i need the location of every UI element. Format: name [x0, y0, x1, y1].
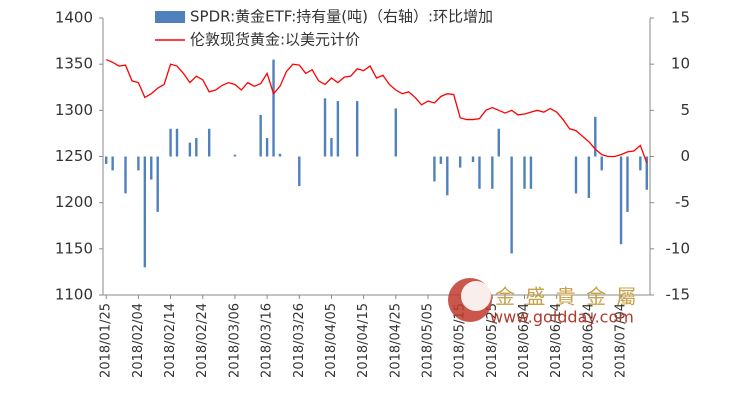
- y-tick-label: 1400: [55, 9, 93, 27]
- bar: [394, 108, 398, 157]
- bar: [336, 101, 340, 157]
- bar: [355, 101, 359, 157]
- y-tick-label: 1250: [55, 147, 93, 165]
- bar: [330, 138, 333, 157]
- x-tick-label: 2018/03/06: [227, 303, 242, 378]
- y2-tick-label: 0: [680, 147, 690, 165]
- bar: [645, 156, 648, 190]
- bar: [150, 156, 153, 180]
- watermark-url: www.goldday.com: [490, 308, 634, 327]
- bar: [105, 156, 108, 164]
- bar: [529, 156, 533, 189]
- y2-tick-label: -10: [666, 239, 691, 257]
- bar: [169, 128, 172, 157]
- y-tick-label: 1200: [55, 193, 93, 211]
- x-tick-label: 2018/03/16: [260, 303, 275, 378]
- bar: [323, 98, 327, 157]
- bar: [111, 156, 114, 171]
- x-tick-label: 2018/05/25: [485, 303, 500, 378]
- bar: [265, 138, 269, 157]
- bar: [433, 156, 436, 182]
- x-tick-label: 2018/06/14: [549, 303, 564, 378]
- watermark-brand: 金 盛 貴 金 屬: [495, 285, 638, 309]
- bar: [626, 156, 629, 212]
- bar: [510, 156, 513, 254]
- bar: [523, 156, 526, 189]
- y2-tick-label: -15: [666, 286, 691, 304]
- bar: [259, 114, 262, 157]
- bar: [233, 154, 237, 157]
- x-tick-label: 2018/02/24: [195, 303, 210, 378]
- bar: [600, 156, 603, 171]
- x-tick-label: 2018/02/14: [163, 303, 178, 378]
- bar: [272, 59, 275, 157]
- bar: [594, 116, 597, 157]
- bar: [124, 156, 127, 194]
- x-tick-label: 2018/05/05: [420, 303, 435, 378]
- x-tick-label: 2018/03/26: [292, 303, 307, 378]
- x-tick-label: 2018/01/25: [99, 303, 114, 378]
- y-tick-label: 1100: [55, 286, 93, 304]
- line: [105, 58, 648, 164]
- y-tick-label: 1150: [55, 239, 93, 257]
- bar: [156, 156, 159, 212]
- y2-tick-label: -5: [675, 193, 690, 211]
- y-tick-label: 1350: [55, 55, 93, 73]
- bar: [439, 156, 443, 164]
- y2-tick-label: 15: [671, 9, 690, 27]
- legend-label: SPDR:黄金ETF:持有量(吨)（右轴）:环比增加: [190, 8, 493, 26]
- bar: [478, 156, 481, 189]
- bar: [458, 156, 462, 168]
- bar: [491, 156, 494, 189]
- x-tick-label: 2018/06/04: [517, 303, 532, 378]
- bar: [574, 156, 578, 194]
- bar: [639, 156, 642, 171]
- bar: [195, 138, 198, 157]
- y-tick-label: 1300: [55, 101, 93, 119]
- bar: [497, 128, 500, 157]
- bar: [137, 156, 140, 171]
- x-tick-label: 2018/04/15: [356, 303, 371, 378]
- bar: [143, 156, 147, 268]
- bar: [446, 156, 449, 196]
- bar: [278, 153, 282, 157]
- y2-tick-label: 5: [680, 101, 690, 119]
- bar: [619, 156, 623, 245]
- x-tick-label: 2018/02/04: [131, 303, 146, 378]
- legend-label: 伦敦现货黄金:以美元计价: [190, 31, 360, 49]
- legend-swatch: [155, 11, 185, 23]
- x-tick-label: 2018/06/24: [581, 303, 596, 378]
- bar: [587, 156, 591, 199]
- x-tick-label: 2018/05/15: [453, 303, 468, 378]
- bar: [188, 142, 192, 157]
- x-tick-label: 2018/04/05: [324, 303, 339, 378]
- y2-tick-label: 10: [671, 55, 690, 73]
- x-tick-label: 2018/07/04: [614, 303, 629, 378]
- bar: [298, 156, 301, 187]
- bar: [207, 128, 211, 157]
- x-tick-label: 2018/04/25: [388, 303, 403, 378]
- bar: [471, 156, 475, 163]
- watermark-logo: [448, 278, 492, 322]
- bar: [175, 128, 179, 157]
